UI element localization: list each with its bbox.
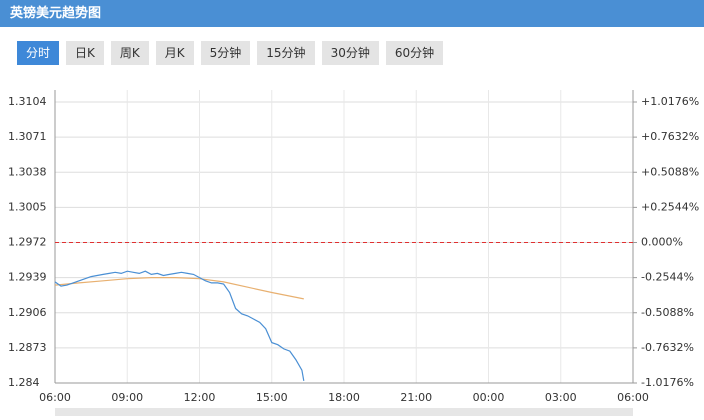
- y-tick-label: 1.3005: [8, 200, 47, 213]
- series-line: [54, 277, 304, 300]
- x-tick-label: 06:00: [617, 391, 649, 404]
- y-tick-label: 1.2906: [8, 306, 47, 319]
- y-tick-label: 1.2972: [8, 236, 47, 249]
- x-tick-label: 09:00: [111, 391, 143, 404]
- y2-tick-label: +0.5088%: [641, 165, 699, 178]
- tab[interactable]: 60分钟: [385, 41, 444, 65]
- y2-tick-label: +0.7632%: [641, 130, 699, 143]
- y-tick-label: 1.3104: [8, 95, 47, 108]
- x-tick-label: 12:00: [184, 391, 216, 404]
- x-tick-label: 03:00: [545, 391, 577, 404]
- y2-tick-label: -0.5088%: [641, 306, 694, 319]
- y2-tick-label: +0.2544%: [641, 200, 699, 213]
- y-tick-label: 1.2873: [8, 341, 47, 354]
- y-tick-label: 1.3038: [8, 165, 47, 178]
- y2-tick-label: +1.0176%: [641, 95, 699, 108]
- title: 英镑美元趋势图: [10, 6, 102, 21]
- tab[interactable]: 周K: [110, 41, 149, 65]
- header: 英镑美元趋势图: [0, 0, 704, 27]
- x-tick-label: 21:00: [400, 391, 432, 404]
- tab[interactable]: 分时: [17, 41, 60, 65]
- y-tick-label: 1.2939: [8, 271, 47, 284]
- y2-tick-label: -0.2544%: [641, 271, 694, 284]
- y2-tick-label: -1.0176%: [641, 376, 694, 389]
- y-tick-label: 1.284: [8, 376, 40, 389]
- y2-tick-label: -0.7632%: [641, 341, 694, 354]
- x-tick-label: 18:00: [328, 391, 360, 404]
- y2-tick-label: 0.000%: [641, 236, 683, 249]
- y-tick-label: 1.3071: [8, 130, 47, 143]
- tab[interactable]: 5分钟: [200, 41, 251, 65]
- tab[interactable]: 30分钟: [321, 41, 379, 65]
- tab[interactable]: 日K: [66, 41, 104, 65]
- series-line: [54, 270, 305, 382]
- tab[interactable]: 15分钟: [257, 41, 315, 65]
- tab[interactable]: 月K: [155, 41, 194, 65]
- scrollbar: [55, 408, 633, 416]
- tab-bar: 分时 日K 周K 月K 5分钟 15分钟 30分钟 60分钟: [17, 41, 444, 65]
- x-tick-label: 15:00: [256, 391, 288, 404]
- x-tick-label: 06:00: [39, 391, 71, 404]
- x-tick-label: 00:00: [473, 391, 505, 404]
